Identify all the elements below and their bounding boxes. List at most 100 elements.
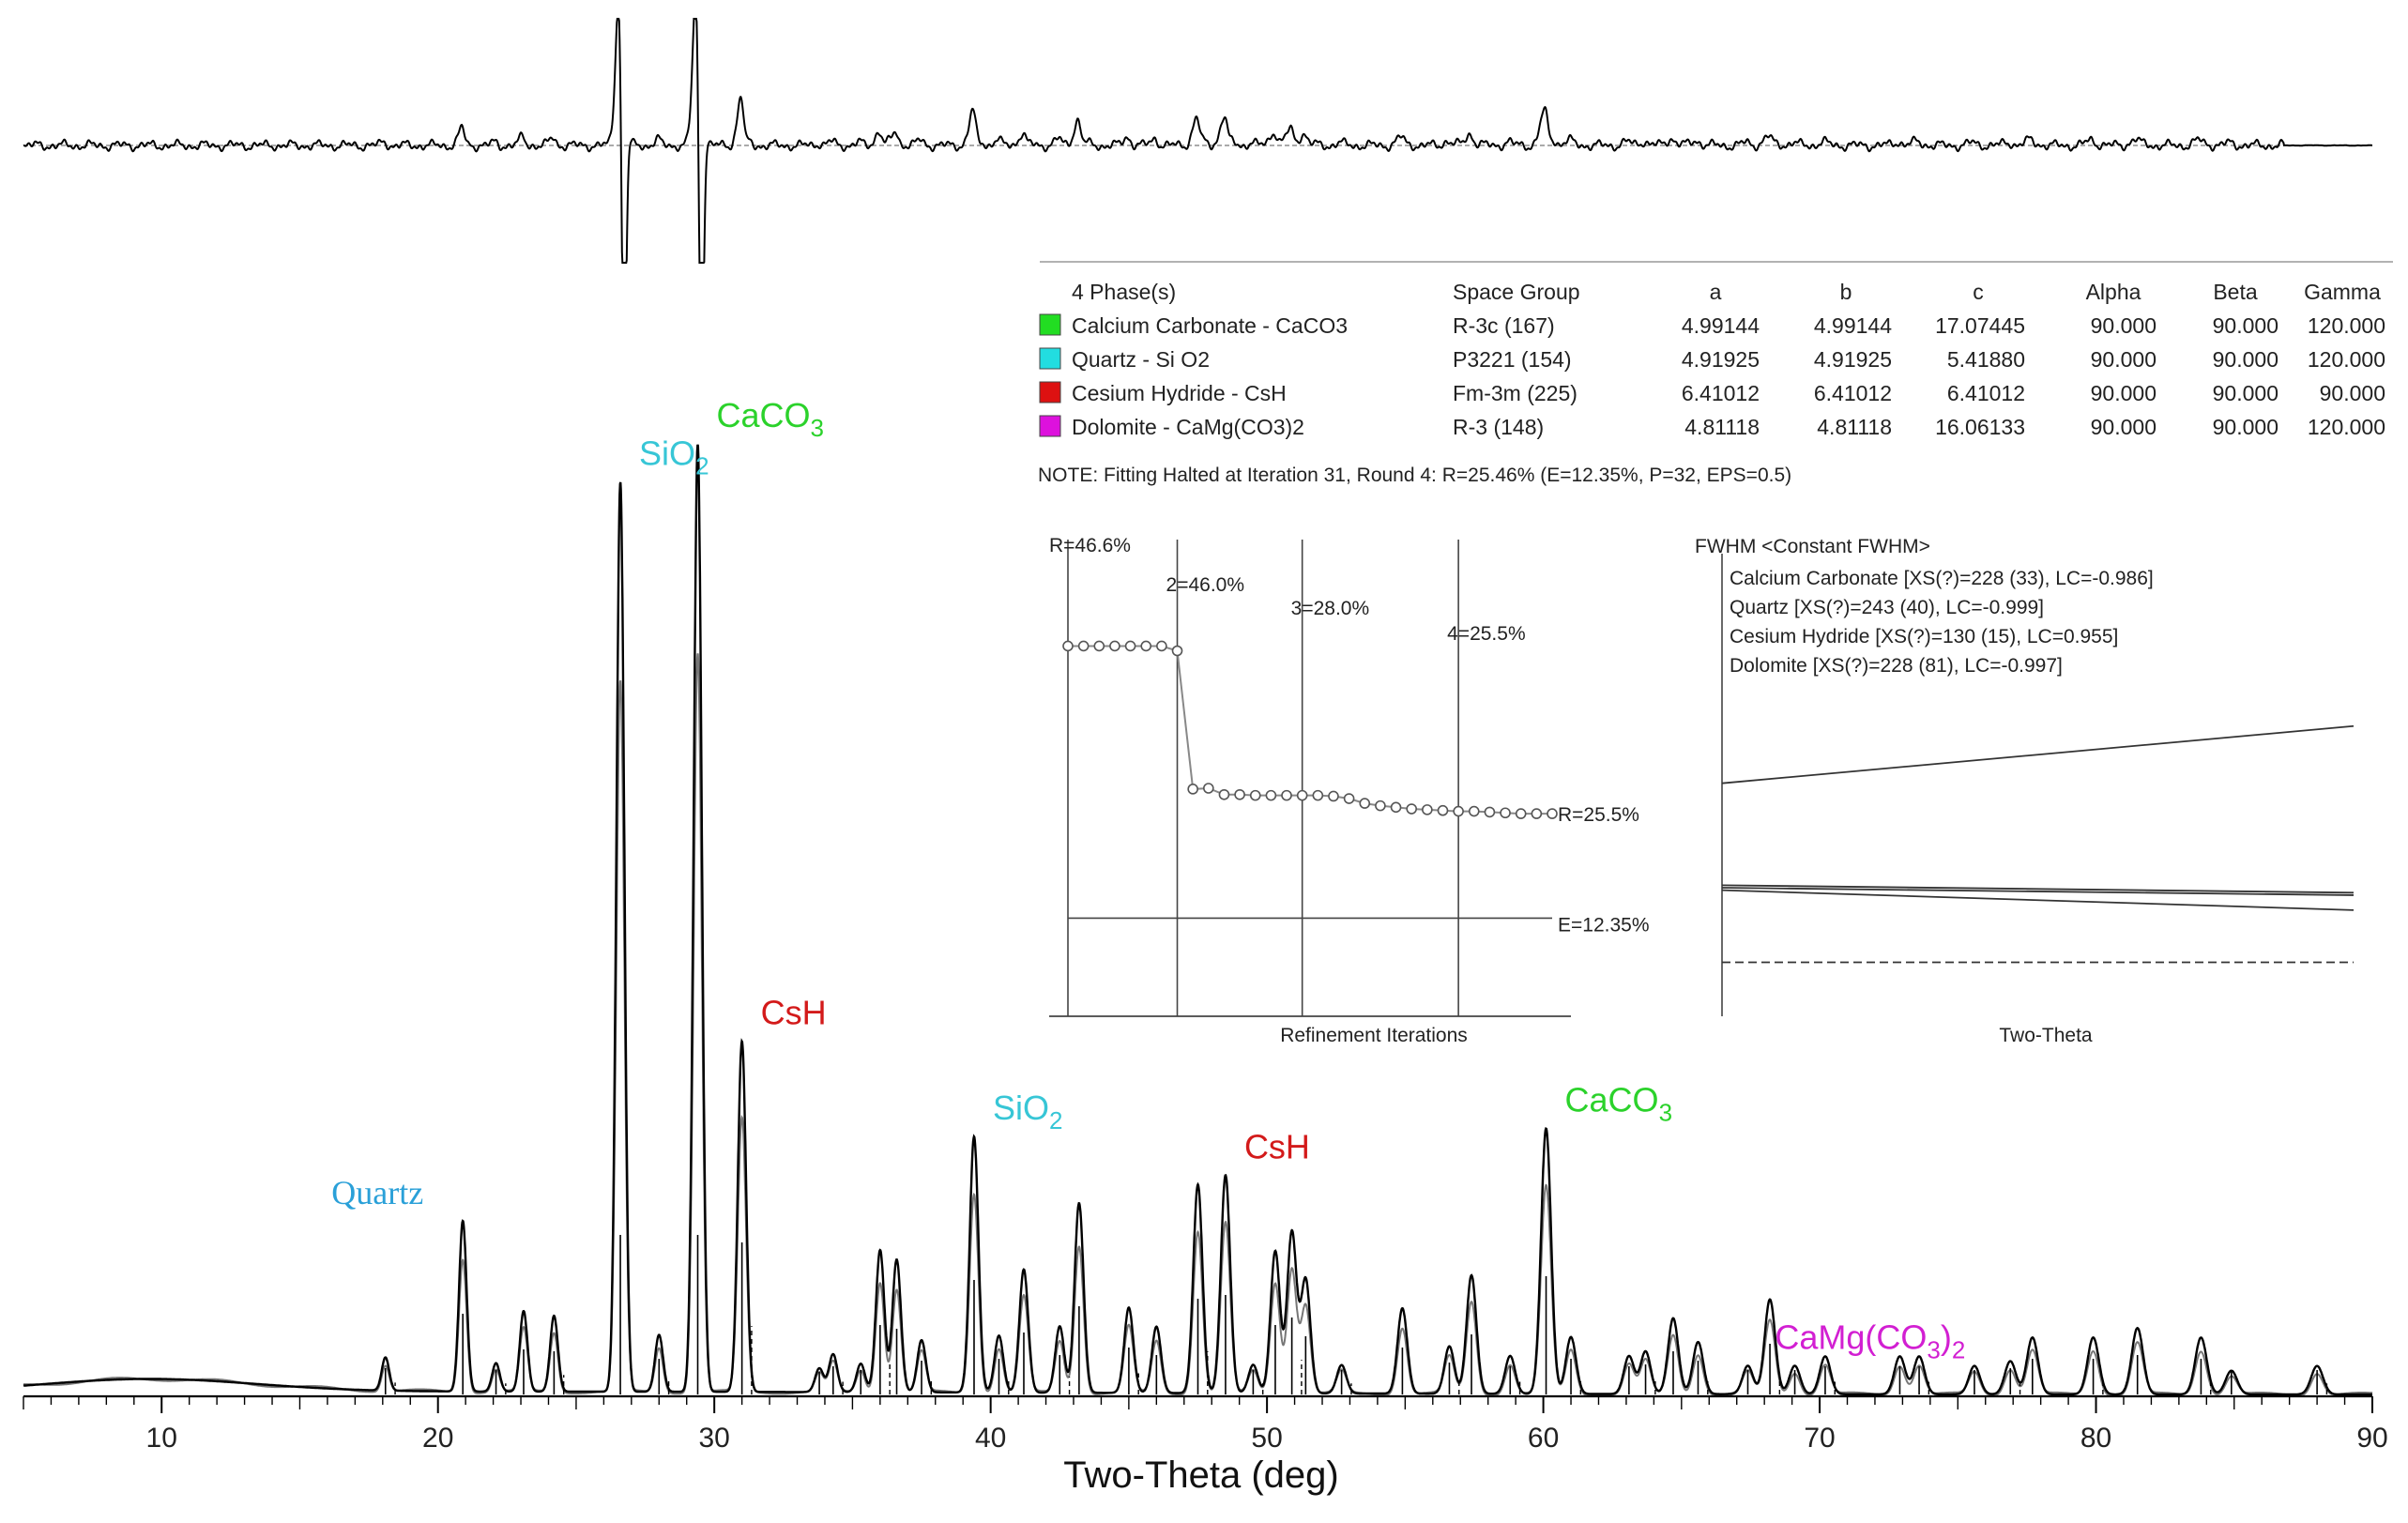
main-pattern-plot: 10 20 30 40 50 60 70 80 90 Two-Theta (deg) Quart… <box>23 396 2388 1496</box>
fwhm-entry: Dolomite [XS(?)=228 (81), LC=-0.997] <box>1730 655 2063 677</box>
phase-cell: 90.000 <box>2320 381 2385 405</box>
round-label: 4=25.5% <box>1447 623 1526 645</box>
header-beta: Beta <box>2213 280 2258 304</box>
phase-cell: 16.06133 <box>1935 415 2025 439</box>
observed-pattern-line <box>23 444 2372 1396</box>
phase-color-swatch <box>1039 313 1061 336</box>
phase-cell: P3221 (154) <box>1453 347 1572 372</box>
r-value-point <box>1468 805 1480 817</box>
header-a: a <box>1710 280 1722 304</box>
r-value-point <box>1234 788 1245 800</box>
phase-cell: 4.81118 <box>1817 415 1892 439</box>
phase-cell: 120.000 <box>2308 313 2385 338</box>
fwhm-title: FWHM <Constant FWHM> <box>1695 536 1930 557</box>
reference-peak-sticks <box>384 1235 2328 1394</box>
peak-label: SiO2 <box>993 1089 1062 1135</box>
fwhm-curve <box>1721 889 2355 911</box>
round-label: 3=28.0% <box>1291 598 1370 619</box>
phase-cell: 90.000 <box>2213 313 2278 338</box>
x-axis-ticks: 10 20 30 40 50 60 70 80 90 <box>23 1396 2388 1454</box>
x-tick-label: 10 <box>146 1423 177 1454</box>
phase-cell: 90.000 <box>2091 347 2157 372</box>
x-tick-label: 70 <box>1804 1423 1835 1454</box>
phase-cell: Cesium Hydride - CsH <box>1072 381 1287 405</box>
r-value-point <box>1218 788 1230 800</box>
phase-table: 4 Phase(s) Space Group a b c Alpha Beta … <box>1038 261 2393 486</box>
r-value-point <box>1124 640 1136 652</box>
phase-cell: Dolomite - CaMg(CO3)2 <box>1072 415 1304 439</box>
r-value-point <box>1515 808 1527 819</box>
phase-color-swatch <box>1039 347 1061 370</box>
r-value-point <box>1093 640 1105 652</box>
peak-label: SiO2 <box>639 434 709 480</box>
r-value-point <box>1062 640 1074 652</box>
fwhm-chart: FWHM <Constant FWHM> Calcium Carbonate [… <box>1695 536 2355 1046</box>
r-value-point <box>1109 640 1120 652</box>
x-tick-label: 60 <box>1528 1423 1559 1454</box>
phase-cell: 4.99144 <box>1682 313 1760 338</box>
r-value-point <box>1359 798 1371 809</box>
phase-cell: 90.000 <box>2213 347 2278 372</box>
fit-note: NOTE: Fitting Halted at Iteration 31, Ro… <box>1038 465 1791 486</box>
phase-cell: 17.07445 <box>1935 313 2025 338</box>
header-phases: 4 Phase(s) <box>1072 280 1176 304</box>
r-value-points <box>1062 640 1558 819</box>
phase-cell: 4.91925 <box>1682 347 1760 372</box>
phase-cell: 90.000 <box>2213 381 2278 405</box>
phase-cell: Calcium Carbonate - CaCO3 <box>1072 313 1348 338</box>
peak-label: Quartz <box>331 1174 423 1211</box>
x-tick-label: 50 <box>1251 1423 1282 1454</box>
peak-label: CaCO3 <box>717 396 825 442</box>
fwhm-curve <box>1721 884 2355 894</box>
header-alpha: Alpha <box>2086 280 2141 304</box>
r-value-point <box>1265 789 1277 801</box>
r-value-point <box>1422 804 1433 815</box>
phase-cell: 4.99144 <box>1814 313 1892 338</box>
phase-cell: Fm-3m (225) <box>1453 381 1577 405</box>
peak-label: CaCO3 <box>1565 1081 1673 1127</box>
x-tick-label: 20 <box>422 1423 453 1454</box>
r-value-point <box>1390 801 1402 814</box>
fwhm-lines <box>1721 554 2355 1016</box>
r-value-point <box>1140 640 1152 652</box>
r-value-point <box>1296 789 1308 801</box>
e-value-label: E=12.35% <box>1558 914 1650 936</box>
x-tick-label: 90 <box>2356 1423 2387 1454</box>
phase-color-swatch <box>1039 381 1061 404</box>
peak-label: CsH <box>761 994 827 1032</box>
r-value-point <box>1312 789 1324 801</box>
phase-cell: 6.41012 <box>1814 381 1892 405</box>
r-value-point <box>1375 800 1386 812</box>
header-b: b <box>1840 280 1852 304</box>
phase-cell: Quartz - Si O2 <box>1072 347 1210 372</box>
fwhm-curve <box>1721 887 2355 896</box>
r-value-point <box>1187 784 1198 795</box>
x-tick-label: 80 <box>2080 1423 2111 1454</box>
x-tick-label: 30 <box>698 1423 729 1454</box>
r-value-point <box>1203 783 1214 794</box>
fwhm-x-label: Two-Theta <box>1999 1025 2093 1046</box>
phase-cell: 6.41012 <box>1947 381 2025 405</box>
r-value-point <box>1547 808 1558 819</box>
fwhm-curve <box>1721 724 2355 784</box>
table-header-row: 4 Phase(s) Space Group a b c Alpha Beta … <box>1072 280 2381 304</box>
round-label: 2=46.0% <box>1166 574 1245 596</box>
phase-cell: 120.000 <box>2308 347 2385 372</box>
peak-label: CaMg(CO3)2 <box>1775 1317 1965 1363</box>
r-value-point <box>1437 804 1449 816</box>
r-value-point <box>1281 789 1292 801</box>
r-value-point <box>1156 640 1167 652</box>
r-value-point <box>1406 803 1417 815</box>
x-axis-title: Two-Theta (deg) <box>1063 1454 1338 1496</box>
fwhm-entry: Cesium Hydride [XS(?)=130 (15), LC=0.955… <box>1730 626 2118 647</box>
refinement-frame <box>1049 540 1571 1017</box>
table-rows: Calcium Carbonate - CaCO3 R-3c (167) 4.991… <box>1039 313 2385 439</box>
difference-line <box>23 18 2372 264</box>
refinement-chart: R=46.6% 2=46.0% 3=28.0% 4=25.5% R=25.5% E=12.… <box>1049 535 1650 1046</box>
r-value-point <box>1531 808 1543 819</box>
r-value-point <box>1453 805 1464 817</box>
r-value-point <box>1328 790 1339 802</box>
